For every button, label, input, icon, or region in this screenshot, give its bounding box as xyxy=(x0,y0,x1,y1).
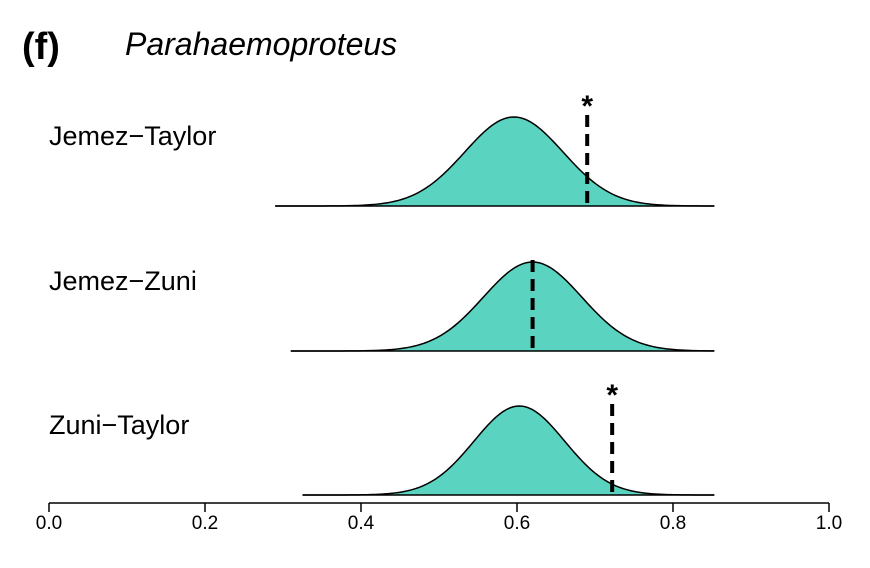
x-tick-label: 0.0 xyxy=(36,513,62,534)
significance-marker: * xyxy=(606,379,618,412)
density-fill xyxy=(275,117,715,206)
row-label: Zuni−Taylor xyxy=(49,410,189,440)
distribution-rows: Jemez−Taylor * Jemez−Zuni Zuni−Taylor * xyxy=(49,90,715,496)
row-jemez-taylor: Jemez−Taylor * xyxy=(49,90,715,207)
row-label: Jemez−Zuni xyxy=(49,266,197,296)
row-label: Jemez−Taylor xyxy=(49,121,216,151)
row-jemez-zuni: Jemez−Zuni xyxy=(49,260,715,352)
x-tick-label: 0.6 xyxy=(504,513,530,534)
chart-title: Parahaemoproteus xyxy=(125,26,397,62)
x-axis: 0.0 0.2 0.4 0.6 0.8 1.0 xyxy=(36,502,842,534)
x-tick-label: 0.2 xyxy=(192,513,218,534)
significance-marker: * xyxy=(581,90,593,123)
x-tick-label: 1.0 xyxy=(816,513,842,534)
panel-label: (f) xyxy=(22,26,60,68)
x-tick-label: 0.4 xyxy=(348,513,375,534)
density-fill xyxy=(290,262,715,351)
density-fill xyxy=(302,406,715,495)
x-tick-label: 0.8 xyxy=(660,513,686,534)
row-zuni-taylor: Zuni−Taylor * xyxy=(49,379,715,496)
